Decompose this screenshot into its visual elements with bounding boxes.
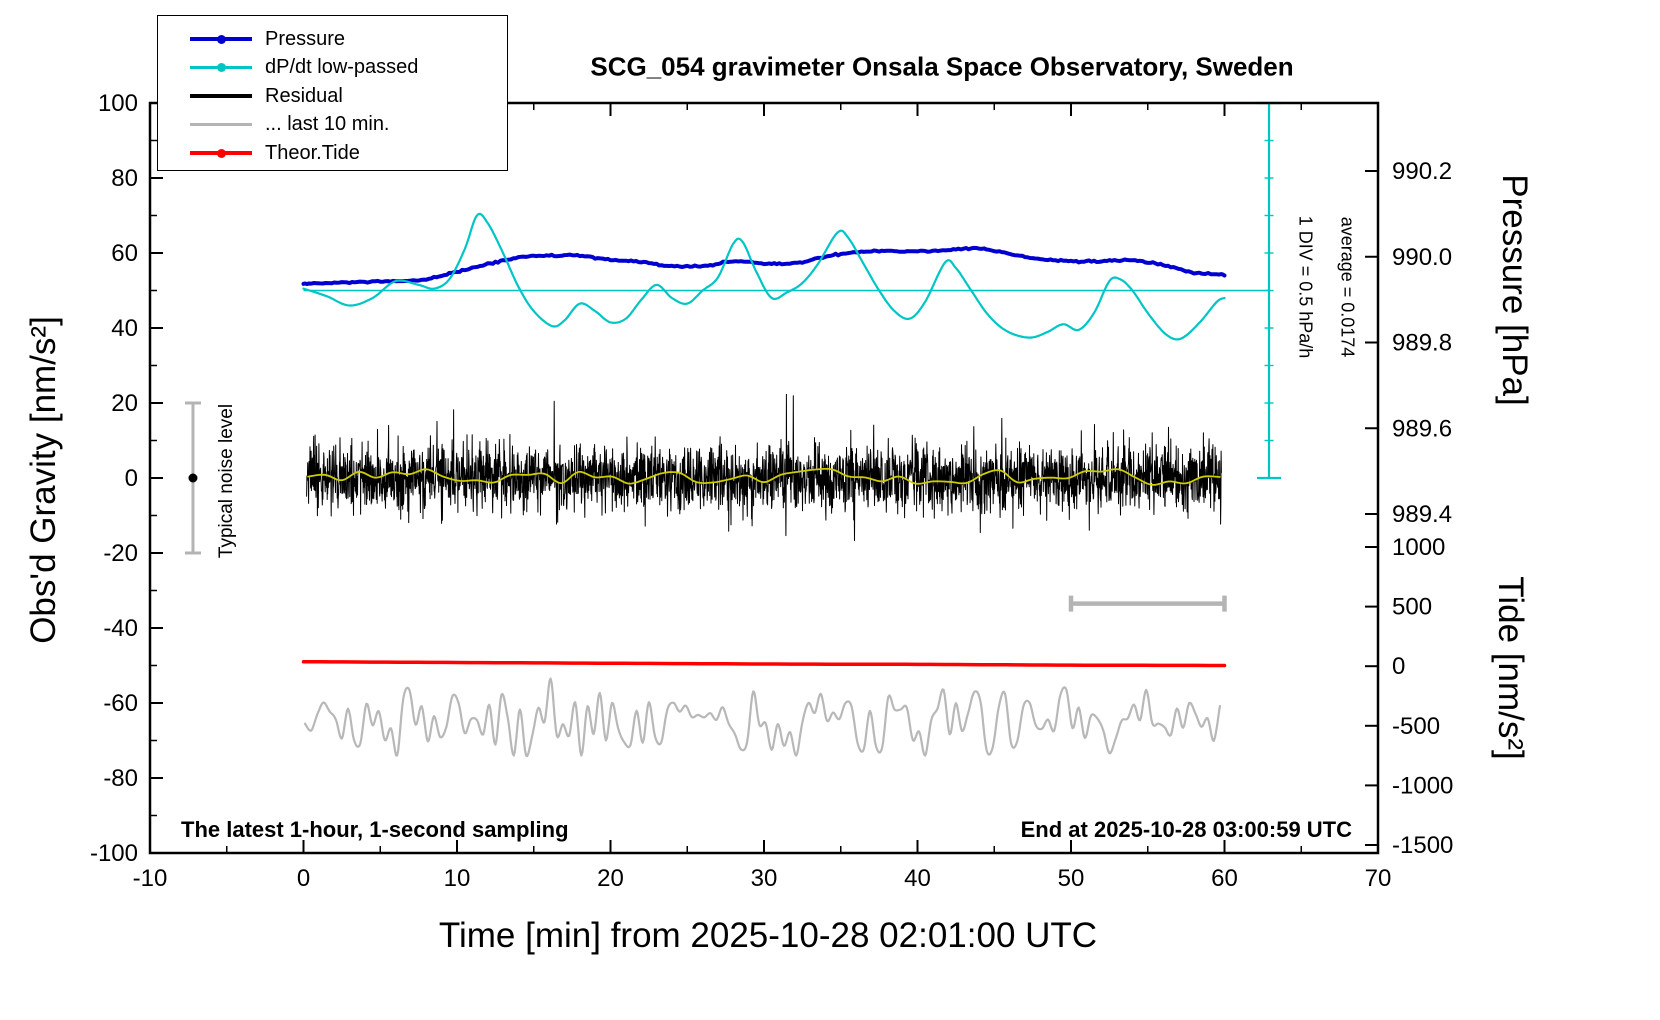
x-tick-label: 60 [1211, 865, 1238, 892]
y-axis-label-pressure: Pressure [hPa] [1495, 174, 1534, 406]
y-tick-label: 0 [125, 465, 138, 492]
series-residual-last-10min [303, 677, 1222, 758]
legend-item-last-10-min: ... last 10 min. [158, 111, 507, 140]
y-tick-label: -20 [103, 540, 138, 567]
y-tick-label: 60 [111, 240, 138, 267]
pressure-line-swatch [190, 34, 252, 44]
legend-item-pressure: Pressure [158, 25, 507, 54]
theor-tide-line-swatch [190, 148, 252, 158]
x-tick-label: 20 [597, 865, 624, 892]
last-10-min-line-swatch [190, 120, 252, 130]
average-label: average = 0.0174 [1337, 216, 1358, 358]
y-tick-label: 100 [98, 90, 138, 117]
x-tick-label: 40 [904, 865, 931, 892]
div-scale-label: 1 DIV = 0.5 hPa/h [1295, 215, 1316, 359]
x-tick-label: 0 [297, 865, 310, 892]
tide-tick-label: -500 [1392, 713, 1440, 740]
legend-label-theor-tide: Theor.Tide [265, 141, 360, 164]
series-dpdt [302, 212, 1226, 341]
legend-label-dpdt: dP/dt low-passed [265, 56, 419, 79]
noise-level-dot [188, 473, 198, 483]
typical-noise-level-label: Typical noise level [216, 403, 237, 559]
x-tick-label: -10 [133, 865, 168, 892]
legend: Pressure dP/dt low-passed Residual ... l… [157, 15, 508, 171]
y-tick-label: 80 [111, 165, 138, 192]
y-tick-label: 20 [111, 390, 138, 417]
pressure-tick-label: 989.4 [1392, 501, 1452, 528]
legend-item-residual: Residual [158, 82, 507, 111]
legend-label-residual: Residual [265, 84, 343, 107]
pressure-tick-label: 989.8 [1392, 330, 1452, 357]
y-axis-label-tide: Tide [nm/s²] [1491, 576, 1530, 760]
sampling-note: The latest 1-hour, 1-second sampling [181, 817, 569, 842]
x-axis-label: Time [min] from 2025-10-28 02:01:00 UTC [438, 916, 1098, 955]
y-tick-label: -80 [103, 765, 138, 792]
y-tick-label: -60 [103, 690, 138, 717]
pressure-tick-label: 990.2 [1392, 158, 1452, 185]
legend-label-pressure: Pressure [265, 27, 346, 50]
y-tick-label: -100 [90, 840, 138, 867]
end-time-note: End at 2025-10-28 03:00:59 UTC [1020, 817, 1352, 842]
x-tick-label: 30 [751, 865, 778, 892]
legend-label-last-10-min: ... last 10 min. [265, 113, 390, 136]
pressure-tick-label: 989.6 [1392, 415, 1452, 442]
legend-item-dpdt: dP/dt low-passed [158, 54, 507, 83]
tide-tick-label: 0 [1392, 653, 1405, 680]
chart-title: SCG_054 gravimeter Onsala Space Observat… [590, 51, 1294, 82]
series-residual-smoothed [307, 467, 1221, 486]
y-axis-label-gravity: Obs'd Gravity [nm/s²] [24, 316, 63, 644]
series-residual [306, 393, 1222, 541]
y-tick-label: 40 [111, 315, 138, 342]
pressure-tick-label: 990.0 [1392, 244, 1452, 271]
dpdt-line-swatch [190, 63, 252, 73]
x-tick-label: 50 [1058, 865, 1085, 892]
legend-item-theor-tide: Theor.Tide [158, 139, 507, 168]
x-tick-label: 10 [444, 865, 471, 892]
tide-tick-label: -1500 [1392, 832, 1453, 859]
tide-tick-label: 500 [1392, 594, 1432, 621]
x-tick-label: 70 [1365, 865, 1392, 892]
series-theor-tide [301, 660, 1227, 668]
residual-line-swatch [190, 91, 252, 101]
tide-tick-label: -1000 [1392, 772, 1453, 799]
tide-tick-label: 1000 [1392, 534, 1445, 561]
series-pressure [301, 245, 1227, 286]
y-tick-label: -40 [103, 615, 138, 642]
